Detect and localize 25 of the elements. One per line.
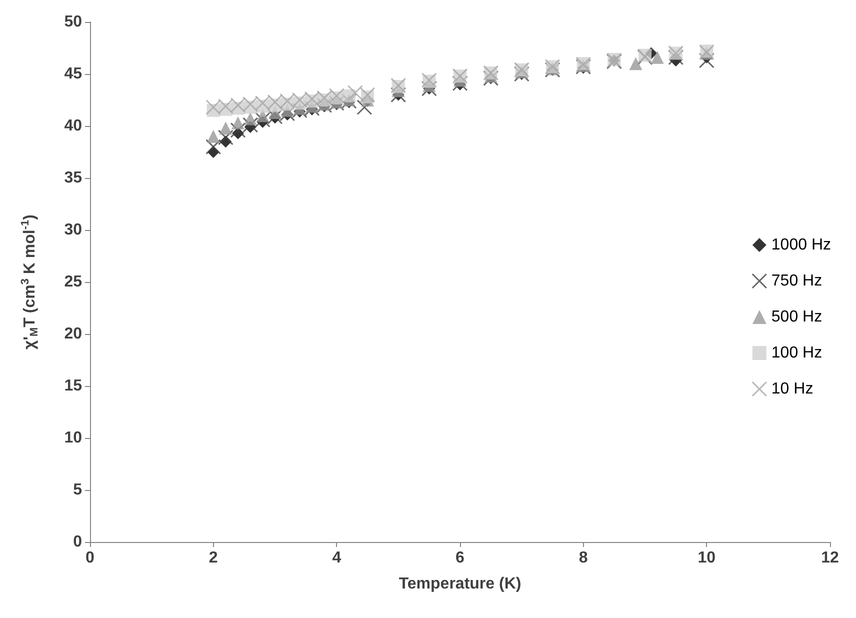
x-tick-label: 12 (821, 550, 839, 566)
legend-label: 1000 Hz (771, 236, 831, 254)
y-tick-label: 45 (64, 66, 82, 82)
legend-label: 10 Hz (771, 380, 814, 398)
y-tick-label: 5 (73, 482, 82, 498)
x-tick-label: 4 (332, 550, 342, 566)
y-tick-label: 30 (64, 222, 82, 238)
legend-label: 750 Hz (771, 272, 822, 290)
y-tick-label: 20 (64, 326, 82, 342)
y-tick-label: 50 (64, 14, 82, 30)
y-tick-label: 10 (64, 430, 82, 446)
x-axis-title: Temperature (K) (398, 576, 522, 592)
y-tick-label: 35 (64, 170, 82, 186)
legend-label: 100 Hz (771, 344, 822, 362)
y-tick-label: 40 (64, 118, 82, 134)
y-tick-label: 0 (73, 534, 82, 550)
x-tick-label: 6 (456, 550, 465, 566)
x-tick-label: 2 (208, 550, 218, 566)
y-tick-label: 15 (64, 378, 82, 394)
y-axis-title: χ'MT (cm3 K mol-1) (20, 214, 40, 350)
x-tick-label: 10 (698, 550, 716, 566)
legend-label: 500 Hz (771, 308, 822, 326)
x-tick-label: 0 (86, 550, 95, 566)
y-tick-label: 25 (64, 274, 82, 290)
x-tick-label: 8 (578, 550, 588, 566)
